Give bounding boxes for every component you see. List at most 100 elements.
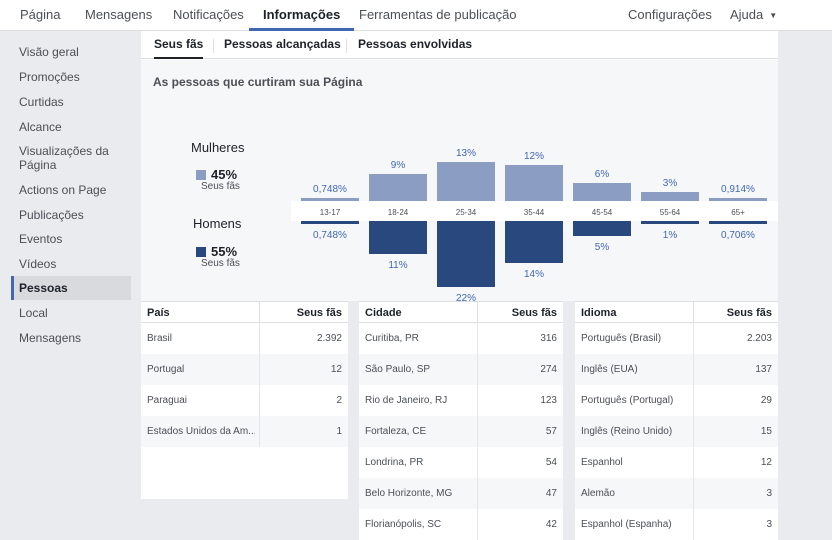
- women-bar-label: 12%: [524, 151, 544, 162]
- city-fans-col-header[interactable]: Seus fãs: [511, 307, 557, 319]
- sidebar-item-publicacoes[interactable]: Publicações: [19, 208, 84, 222]
- right-margin: [778, 31, 832, 499]
- row-label: Inglês (EUA): [581, 364, 638, 375]
- men-bar-label: 5%: [595, 242, 610, 253]
- table-row[interactable]: Espanhol (Espanha) 3: [575, 509, 778, 540]
- language-fans-col-header[interactable]: Seus fãs: [726, 307, 772, 319]
- table-row[interactable]: Belo Horizonte, MG 47: [359, 478, 563, 509]
- tab-pessoas-alcancadas[interactable]: Pessoas alcançadas: [224, 37, 341, 51]
- tab-divider: [346, 39, 347, 53]
- caret-down-icon: ▼: [769, 10, 778, 20]
- table-row[interactable]: Alemão 3: [575, 478, 778, 509]
- age-category-label: 45-54: [592, 208, 613, 217]
- nav-mensagens[interactable]: Mensagens: [85, 7, 153, 22]
- men-bar-label: 0,748%: [313, 230, 347, 241]
- table-row[interactable]: Londrina, PR 54: [359, 447, 563, 478]
- women-bar: [709, 198, 767, 201]
- men-bar-label: 22%: [456, 293, 476, 301]
- col-divider: [693, 323, 694, 354]
- table-row[interactable]: Português (Portugal) 29: [575, 385, 778, 416]
- men-bar-label: 11%: [388, 260, 407, 271]
- tab-pessoas-envolvidas[interactable]: Pessoas envolvidas: [358, 37, 473, 51]
- table-row[interactable]: Inglês (EUA) 137: [575, 354, 778, 385]
- row-value: 42: [545, 519, 557, 530]
- col-divider: [693, 302, 694, 323]
- sidebar-item-visao-geral[interactable]: Visão geral: [19, 45, 79, 59]
- tab-divider: [213, 39, 214, 53]
- table-row[interactable]: Florianópolis, SC 42: [359, 509, 563, 540]
- country-fans-col-header[interactable]: Seus fãs: [296, 307, 342, 319]
- language-col-header[interactable]: Idioma: [581, 307, 617, 319]
- row-value: 57: [545, 426, 557, 437]
- row-value: 274: [540, 364, 557, 375]
- legend-women-swatch: [196, 170, 206, 180]
- country-col-header[interactable]: País: [147, 307, 170, 319]
- nav-informacoes[interactable]: Informações: [249, 0, 355, 31]
- table-row[interactable]: Fortaleza, CE 57: [359, 416, 563, 447]
- col-divider: [693, 478, 694, 509]
- col-divider: [477, 354, 478, 385]
- nav-ajuda[interactable]: Ajuda ▼: [730, 0, 777, 31]
- women-bar: [641, 192, 699, 201]
- sidebar-item-actions[interactable]: Actions on Page: [19, 183, 107, 197]
- col-divider: [477, 416, 478, 447]
- women-bar: [573, 183, 631, 201]
- row-value: 54: [545, 457, 557, 468]
- table-row[interactable]: Estados Unidos da Am... 1: [141, 416, 348, 447]
- row-label: Espanhol: [581, 457, 623, 468]
- col-divider: [477, 509, 478, 540]
- nav-configuracoes[interactable]: Configurações: [628, 7, 712, 22]
- men-bar-label: 1%: [663, 230, 678, 241]
- language-table-body: Português (Brasil) 2.203 Inglês (EUA) 137 Po…: [575, 323, 778, 540]
- sidebar-item-curtidas[interactable]: Curtidas: [19, 95, 64, 109]
- table-row[interactable]: Espanhol 12: [575, 447, 778, 478]
- col-divider: [693, 416, 694, 447]
- age-category-label: 35-44: [524, 208, 545, 217]
- legend-men-label: Homens: [193, 216, 242, 231]
- table-row[interactable]: Inglês (Reino Unido) 15: [575, 416, 778, 447]
- legend-men-swatch: [196, 247, 206, 257]
- women-bar: [505, 165, 563, 201]
- table-row[interactable]: Paraguai 2: [141, 385, 348, 416]
- men-bar: [301, 221, 359, 224]
- table-row[interactable]: Rio de Janeiro, RJ 123: [359, 385, 563, 416]
- women-bar-label: 13%: [456, 148, 476, 159]
- table-row[interactable]: Curitiba, PR 316: [359, 323, 563, 354]
- men-bar: [369, 221, 427, 254]
- table-row[interactable]: Brasil 2.392: [141, 323, 348, 354]
- col-divider: [477, 302, 478, 323]
- sidebar-item-alcance[interactable]: Alcance: [19, 120, 62, 134]
- women-bar: [437, 162, 495, 201]
- nav-notificacoes[interactable]: Notificações: [173, 7, 244, 22]
- nav-ajuda-label: Ajuda: [730, 7, 764, 22]
- sidebar-item-local[interactable]: Local: [19, 306, 48, 320]
- row-label: Paraguai: [147, 395, 188, 406]
- table-row[interactable]: Português (Brasil) 2.203: [575, 323, 778, 354]
- col-divider: [693, 509, 694, 540]
- row-label: Florianópolis, SC: [365, 519, 442, 530]
- sidebar-item-visualizacoes[interactable]: Visualizações da Página: [19, 144, 109, 172]
- sidebar-item-videos[interactable]: Vídeos: [19, 257, 57, 271]
- women-bar: [301, 198, 359, 201]
- col-divider: [259, 385, 260, 416]
- col-divider: [259, 354, 260, 385]
- row-label: Fortaleza, CE: [365, 426, 427, 437]
- row-label: Curitiba, PR: [365, 333, 419, 344]
- sidebar-item-eventos[interactable]: Eventos: [19, 232, 63, 246]
- sidebar-item-mensagens[interactable]: Mensagens: [19, 331, 82, 345]
- table-row[interactable]: Portugal 12: [141, 354, 348, 385]
- sidebar-item-pessoas[interactable]: Pessoas: [11, 276, 131, 300]
- table-row[interactable]: São Paulo, SP 274: [359, 354, 563, 385]
- row-value: 2.203: [746, 333, 772, 344]
- men-bar-label: 0,706%: [721, 230, 755, 241]
- sidebar-item-promocoes[interactable]: Promoções: [19, 70, 80, 84]
- tab-seus-fas[interactable]: Seus fãs: [154, 31, 204, 59]
- row-value: 12: [760, 457, 772, 468]
- city-table-body: Curitiba, PR 316 São Paulo, SP 274 Rio de Ja…: [359, 323, 563, 540]
- nav-pagina[interactable]: Página: [20, 7, 61, 22]
- men-bar: [505, 221, 563, 263]
- city-col-header[interactable]: Cidade: [365, 307, 402, 319]
- row-label: Português (Brasil): [581, 333, 662, 344]
- row-value: 123: [540, 395, 557, 406]
- nav-ferramentas[interactable]: Ferramentas de publicação: [359, 7, 517, 22]
